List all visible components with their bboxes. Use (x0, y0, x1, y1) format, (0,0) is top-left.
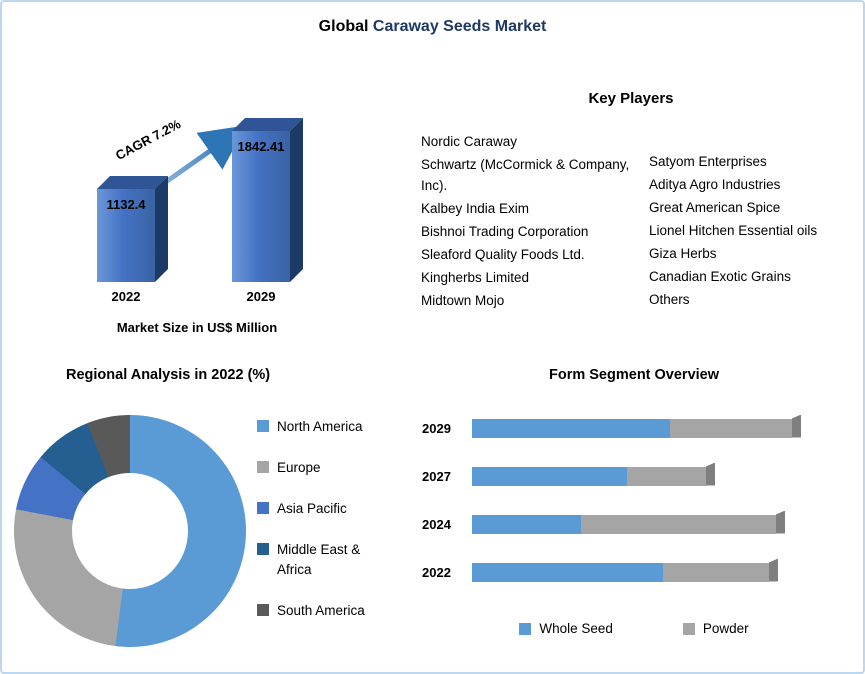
segment-whole-seed (472, 466, 627, 486)
legend-item-north-america: North America (257, 417, 395, 437)
bar-side-face (290, 118, 303, 282)
legend-item-asia-pacific: Asia Pacific (257, 499, 395, 519)
legend-swatch-icon (257, 502, 269, 514)
regional-analysis-title: Regional Analysis in 2022 (%) (66, 367, 271, 383)
bar-end-cap (706, 462, 715, 486)
key-player-aditya-agro-industries: Aditya Agro Industries (649, 177, 781, 192)
legend-label: North America (277, 419, 363, 434)
form-row-2029: 2029 (410, 414, 858, 439)
market-bar-2022: 1132.4 (97, 176, 168, 282)
form-segment-legend: Whole Seed Powder (410, 619, 858, 639)
bar-top-face (232, 118, 303, 131)
segment-powder (663, 562, 769, 582)
key-player-lionel-hitchen-essential-oils: Lionel Hitchen Essential oils (649, 223, 818, 238)
segment-powder (581, 514, 776, 534)
legend-swatch-icon (257, 604, 269, 616)
bar-axis-title: Market Size in US$ Million (116, 320, 278, 335)
market-bar-2029: 1842.41 (232, 118, 303, 282)
bar-side-face (155, 176, 168, 282)
form-legend-item-powder: Powder (682, 619, 749, 639)
key-players-section: Key Players Nordic Caraway Schwartz (McCo… (407, 90, 855, 313)
bars-area: 1132.4 2022 1842.41 2029 (62, 92, 332, 304)
form-segment-section: Form Segment Overview 2029 2027 2024 2022 W… (410, 367, 858, 667)
legend-item-europe: Europe (257, 458, 395, 478)
key-players-title: Key Players (588, 90, 674, 107)
bar-column: 1132.4 (97, 176, 168, 282)
form-row-label: 2022 (422, 564, 451, 580)
market-size-chart: CAGR 7.2% 1132.4 2022 1842.41 2029 Market S… (62, 92, 332, 357)
legend-label: South America (277, 603, 365, 618)
legend-label: Europe (277, 460, 321, 475)
page-title-prefix: Global (318, 18, 369, 35)
legend-label: Powder (702, 621, 749, 636)
key-player-giza-herbs: Giza Herbs (649, 246, 717, 261)
segment-powder (670, 418, 792, 438)
segment-whole-seed (472, 418, 670, 438)
bar-top-face (97, 176, 168, 189)
form-row-track (472, 510, 785, 534)
key-player-kalbey-india-exim: Kalbey India Exim (421, 201, 530, 216)
bar-end-cap (769, 558, 778, 582)
legend-item-south-america: South America (257, 601, 395, 621)
key-player-sleaford-quality-foods-ltd: Sleaford Quality Foods Ltd. (421, 247, 585, 262)
form-segment-bars: 2029 2027 2024 2022 (410, 414, 858, 609)
key-player-schwartz-mccormick-company-inc: Schwartz (McCormick & Company, Inc). (421, 157, 630, 193)
key-player-satyom-enterprises: Satyom Enterprises (649, 154, 767, 169)
legend-label: Middle East & Africa (277, 542, 361, 577)
legend-swatch-icon (519, 623, 532, 635)
regional-donut-chart (14, 415, 246, 647)
key-players-column-2: Satyom Enterprises Aditya Agro Industries… (649, 131, 849, 313)
bar-end-cap (776, 510, 785, 534)
form-segment-title: Form Segment Overview (548, 367, 720, 383)
key-players-column-1: Nordic Caraway Schwartz (McCormick & Comp… (421, 131, 649, 313)
page-title-accent: Caraway Seeds Market (368, 18, 547, 35)
legend-swatch-icon (257, 420, 269, 432)
legend-label: Asia Pacific (277, 501, 347, 516)
page-title: Global Caraway Seeds Market (2, 18, 863, 36)
key-player-nordic-caraway: Nordic Caraway (421, 134, 518, 149)
segment-whole-seed (472, 514, 581, 534)
form-row-label: 2024 (422, 516, 451, 532)
legend-item-middle-east-africa: Middle East & Africa (257, 540, 395, 580)
legend-swatch-icon (257, 461, 269, 473)
bar-category-label: 2022 (111, 289, 141, 304)
legend-swatch-icon (682, 623, 695, 635)
legend-swatch-icon (257, 543, 269, 555)
form-row-track (472, 462, 715, 486)
form-row-2027: 2027 (410, 462, 858, 487)
regional-legend: North America Europe Asia Pacific Middle Ea… (257, 417, 395, 621)
form-row-track (472, 414, 801, 438)
form-row-2024: 2024 (410, 510, 858, 535)
bar-end-cap (792, 414, 801, 438)
regional-analysis-section: Regional Analysis in 2022 (%) North Amer… (14, 367, 404, 667)
form-legend-item-whole-seed: Whole Seed (519, 619, 613, 639)
form-row-track (472, 558, 778, 582)
segment-powder (627, 466, 706, 486)
key-player-great-american-spice: Great American Spice (649, 200, 781, 215)
key-players-columns: Nordic Caraway Schwartz (McCormick & Comp… (407, 107, 855, 313)
bar-value-label: 1132.4 (106, 197, 146, 212)
bar-value-label: 1842.41 (237, 139, 285, 154)
legend-label: Whole Seed (539, 621, 613, 636)
bar-category-label: 2029 (246, 289, 276, 304)
form-row-label: 2027 (422, 468, 451, 484)
bar-column: 1842.41 (232, 118, 303, 282)
key-player-others: Others (649, 292, 690, 307)
form-row-2022: 2022 (410, 558, 858, 583)
segment-whole-seed (472, 562, 663, 582)
key-player-canadian-exotic-grains: Canadian Exotic Grains (649, 269, 791, 284)
key-player-kingherbs-limited: Kingherbs Limited (421, 270, 530, 285)
key-player-bishnoi-trading-corporation: Bishnoi Trading Corporation (421, 224, 589, 239)
donut-hole (72, 473, 188, 589)
form-row-label: 2029 (422, 420, 451, 436)
key-player-midtown-mojo: Midtown Mojo (421, 293, 505, 308)
